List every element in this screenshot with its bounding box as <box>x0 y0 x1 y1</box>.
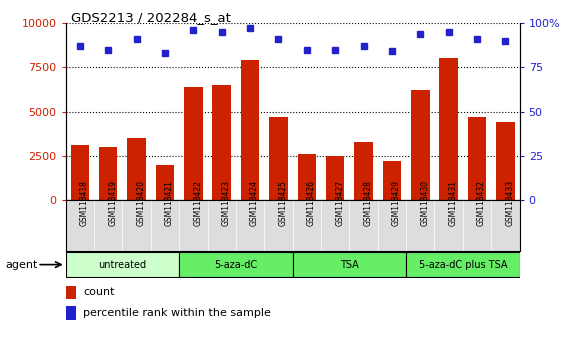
Bar <box>212 85 231 200</box>
FancyBboxPatch shape <box>179 252 293 277</box>
Bar <box>355 142 373 200</box>
Text: GSM118432: GSM118432 <box>477 179 486 225</box>
Text: GSM118425: GSM118425 <box>279 179 287 225</box>
Text: GSM118431: GSM118431 <box>449 179 458 225</box>
FancyBboxPatch shape <box>293 252 406 277</box>
Text: GSM118430: GSM118430 <box>420 179 429 225</box>
Bar <box>270 117 288 200</box>
Bar <box>99 147 118 200</box>
FancyBboxPatch shape <box>406 252 520 277</box>
Text: GSM118426: GSM118426 <box>307 179 316 225</box>
Text: 5-aza-dC: 5-aza-dC <box>214 259 258 270</box>
Bar <box>66 306 75 320</box>
Bar <box>156 165 174 200</box>
Bar <box>297 154 316 200</box>
Bar <box>127 138 146 200</box>
Bar <box>326 156 344 200</box>
Text: untreated: untreated <box>98 259 147 270</box>
Text: GSM118433: GSM118433 <box>505 179 514 225</box>
Bar <box>468 117 486 200</box>
Bar <box>383 161 401 200</box>
Bar <box>440 58 458 200</box>
Text: percentile rank within the sample: percentile rank within the sample <box>83 308 271 318</box>
Bar <box>184 87 203 200</box>
Text: GSM118428: GSM118428 <box>364 179 372 225</box>
Text: GDS2213 / 202284_s_at: GDS2213 / 202284_s_at <box>71 11 231 24</box>
Text: GSM118423: GSM118423 <box>222 179 231 225</box>
FancyBboxPatch shape <box>66 252 179 277</box>
Text: GSM118419: GSM118419 <box>108 179 117 225</box>
Text: GSM118418: GSM118418 <box>80 179 89 225</box>
Text: TSA: TSA <box>340 259 359 270</box>
Text: GSM118422: GSM118422 <box>194 179 202 225</box>
Text: GSM118421: GSM118421 <box>165 179 174 225</box>
Bar <box>411 90 429 200</box>
Text: 5-aza-dC plus TSA: 5-aza-dC plus TSA <box>419 259 507 270</box>
Bar <box>71 145 89 200</box>
Bar <box>241 60 259 200</box>
Text: agent: agent <box>6 259 38 270</box>
Text: GSM118424: GSM118424 <box>250 179 259 225</box>
Bar <box>496 122 514 200</box>
Text: GSM118429: GSM118429 <box>392 179 401 225</box>
Text: count: count <box>83 287 114 297</box>
Text: GSM118420: GSM118420 <box>136 179 146 225</box>
Text: GSM118427: GSM118427 <box>335 179 344 225</box>
Bar <box>66 286 75 299</box>
